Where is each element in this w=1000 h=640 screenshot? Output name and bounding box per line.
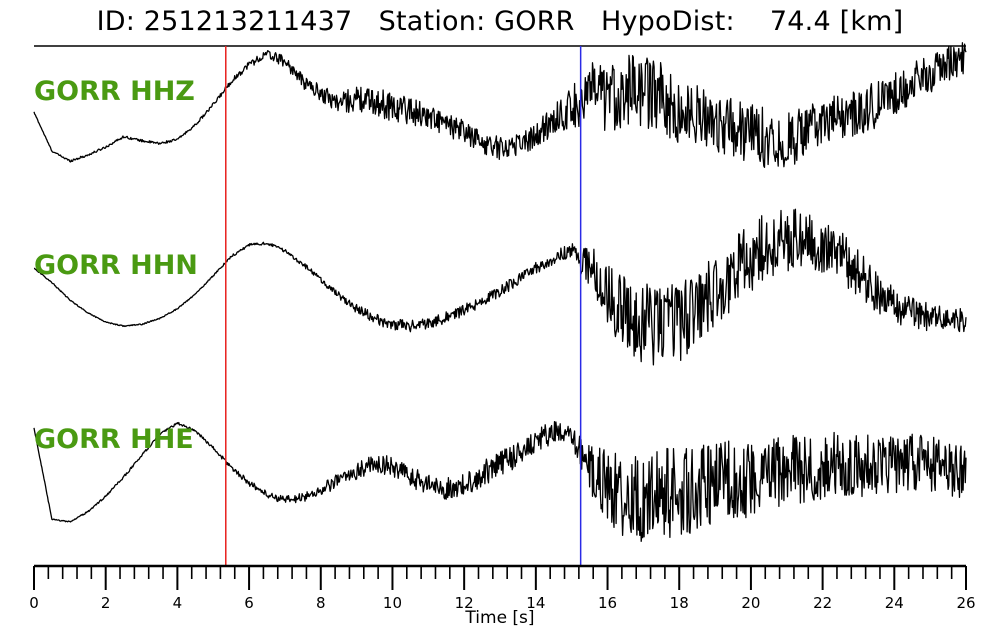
x-tick-label: 10	[383, 594, 402, 612]
x-tick-label: 20	[741, 594, 760, 612]
x-tick-label: 24	[885, 594, 904, 612]
x-tick-label: 26	[956, 594, 975, 612]
x-tick-label: 18	[670, 594, 689, 612]
x-tick-label: 0	[29, 594, 39, 612]
x-tick-label: 22	[813, 594, 832, 612]
x-tick-label: 2	[101, 594, 111, 612]
trace-3	[33, 421, 967, 542]
trace-label-2: GORR HHN	[34, 250, 198, 281]
trace-2	[33, 208, 967, 366]
trace-1	[33, 42, 967, 168]
chart-title: ID: 251213211437 Station: GORR HypoDist:…	[96, 6, 904, 37]
x-tick-label: 6	[244, 594, 254, 612]
trace-group	[33, 42, 967, 542]
pick-line-group	[225, 46, 582, 566]
x-tick-label: 14	[526, 594, 545, 612]
x-tick-label: 12	[455, 594, 474, 612]
x-tick-label: 8	[316, 594, 326, 612]
x-tick-label: 16	[598, 594, 617, 612]
x-tick-label: 4	[173, 594, 183, 612]
trace-label-group: GORR HHZ GORR HHN GORR HHE	[34, 76, 198, 455]
x-axis: 0 2 4 6 8 10 12 14 16 18 20 22 24 26	[29, 564, 976, 612]
trace-label-3: GORR HHE	[34, 424, 194, 455]
trace-label-1: GORR HHZ	[34, 76, 195, 107]
x-axis-label: Time [s]	[464, 608, 534, 628]
